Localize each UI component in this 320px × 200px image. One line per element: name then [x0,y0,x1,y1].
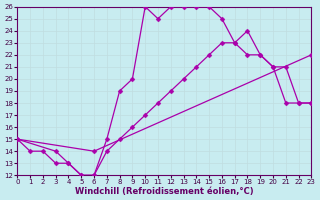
X-axis label: Windchill (Refroidissement éolien,°C): Windchill (Refroidissement éolien,°C) [75,187,254,196]
